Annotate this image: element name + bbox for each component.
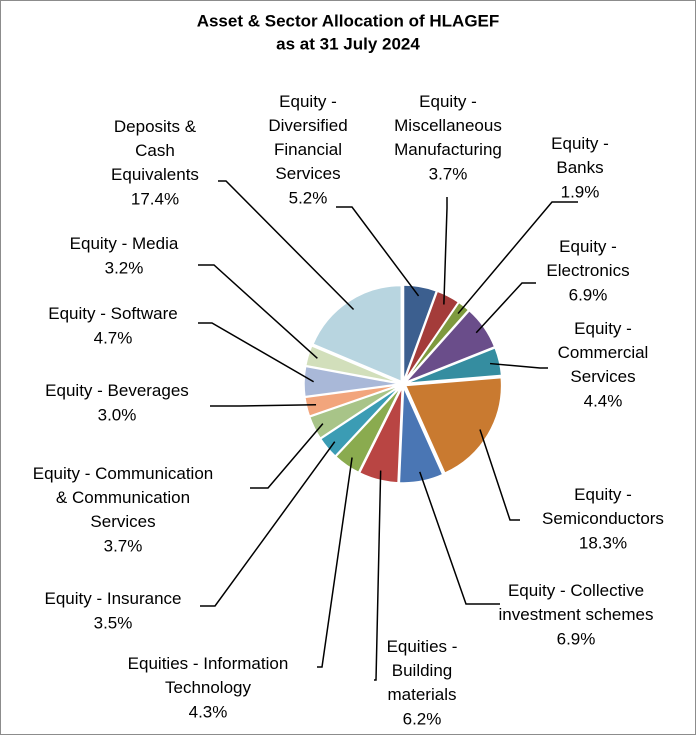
pie-slice (398, 386, 444, 484)
leader-line (336, 206, 420, 297)
pie-slice (304, 344, 401, 384)
leader-line (443, 197, 448, 305)
slice-value-label: 3.5% (94, 613, 133, 632)
slice-value-label: 4.4% (584, 391, 623, 410)
slice-value-label: 3.7% (104, 536, 143, 555)
pie-slice (404, 309, 496, 383)
pie-slice (404, 376, 503, 475)
slice-name: Equity - Communication & Communication Ser… (33, 464, 213, 531)
slice-value-label: 18.3% (579, 533, 627, 552)
slice-name: Equity -Banks (551, 134, 609, 177)
slice-value-label: 17.4% (131, 189, 179, 208)
leader-line (475, 282, 536, 334)
slice-name: Equity - Collective investment schemes (499, 581, 654, 624)
slice-name: Equities -Building materials (387, 637, 458, 704)
slice-value-label: 4.7% (94, 328, 133, 347)
pie-slice (402, 284, 438, 382)
slice-value-label: 3.2% (105, 258, 144, 277)
slice-name: Equity -Miscellaneous Manufacturing (394, 92, 502, 159)
leader-line (479, 429, 520, 521)
pie-slice (304, 383, 401, 418)
leader-line (198, 322, 315, 383)
slice-name: Equity -Electronics (546, 237, 629, 280)
leader-line (374, 470, 382, 681)
leader-line (489, 362, 548, 369)
slice-value-label: 6.9% (557, 629, 596, 648)
slice-name: Equity - Media (70, 234, 179, 253)
slice-name: Equity -Diversified Financial Services (268, 92, 347, 183)
pie-slice (405, 346, 503, 385)
chart-title: Asset & Sector Allocation of HLAGEF (197, 11, 500, 30)
leader-line (250, 423, 324, 489)
leader-line (317, 457, 353, 668)
chart-subtitle: as at 31 July 2024 (276, 34, 420, 53)
slice-value-label: 6.9% (569, 285, 608, 304)
slice-name: Equity -Semiconductors (542, 485, 664, 528)
slice-value-label: 3.7% (429, 164, 468, 183)
leader-line (198, 264, 318, 359)
slice-name: Equity - Software (48, 304, 177, 323)
pie-slice (303, 365, 401, 398)
slice-value-label: 5.2% (289, 188, 328, 207)
pie-slice (358, 386, 403, 484)
slice-value-label: 3.0% (98, 405, 137, 424)
leader-line (200, 441, 336, 607)
leader-line (218, 180, 355, 311)
slice-name: Equity - Insurance (44, 589, 181, 608)
leader-line (210, 403, 317, 407)
slice-name: Equities - Information Technology (128, 654, 289, 697)
leader-line (419, 471, 500, 605)
slice-name: Deposits & Cash Equivalents (111, 117, 199, 184)
slice-value-label: 6.2% (403, 709, 442, 728)
slice-name: Equity -Commercial Services (558, 319, 649, 386)
slice-value-label: 1.9% (561, 182, 600, 201)
slice-name: Equity - Beverages (45, 381, 189, 400)
slice-value-label: 4.3% (189, 702, 228, 721)
leader-line (457, 201, 578, 315)
pie-slice (334, 385, 402, 474)
pie-slice (311, 284, 403, 383)
